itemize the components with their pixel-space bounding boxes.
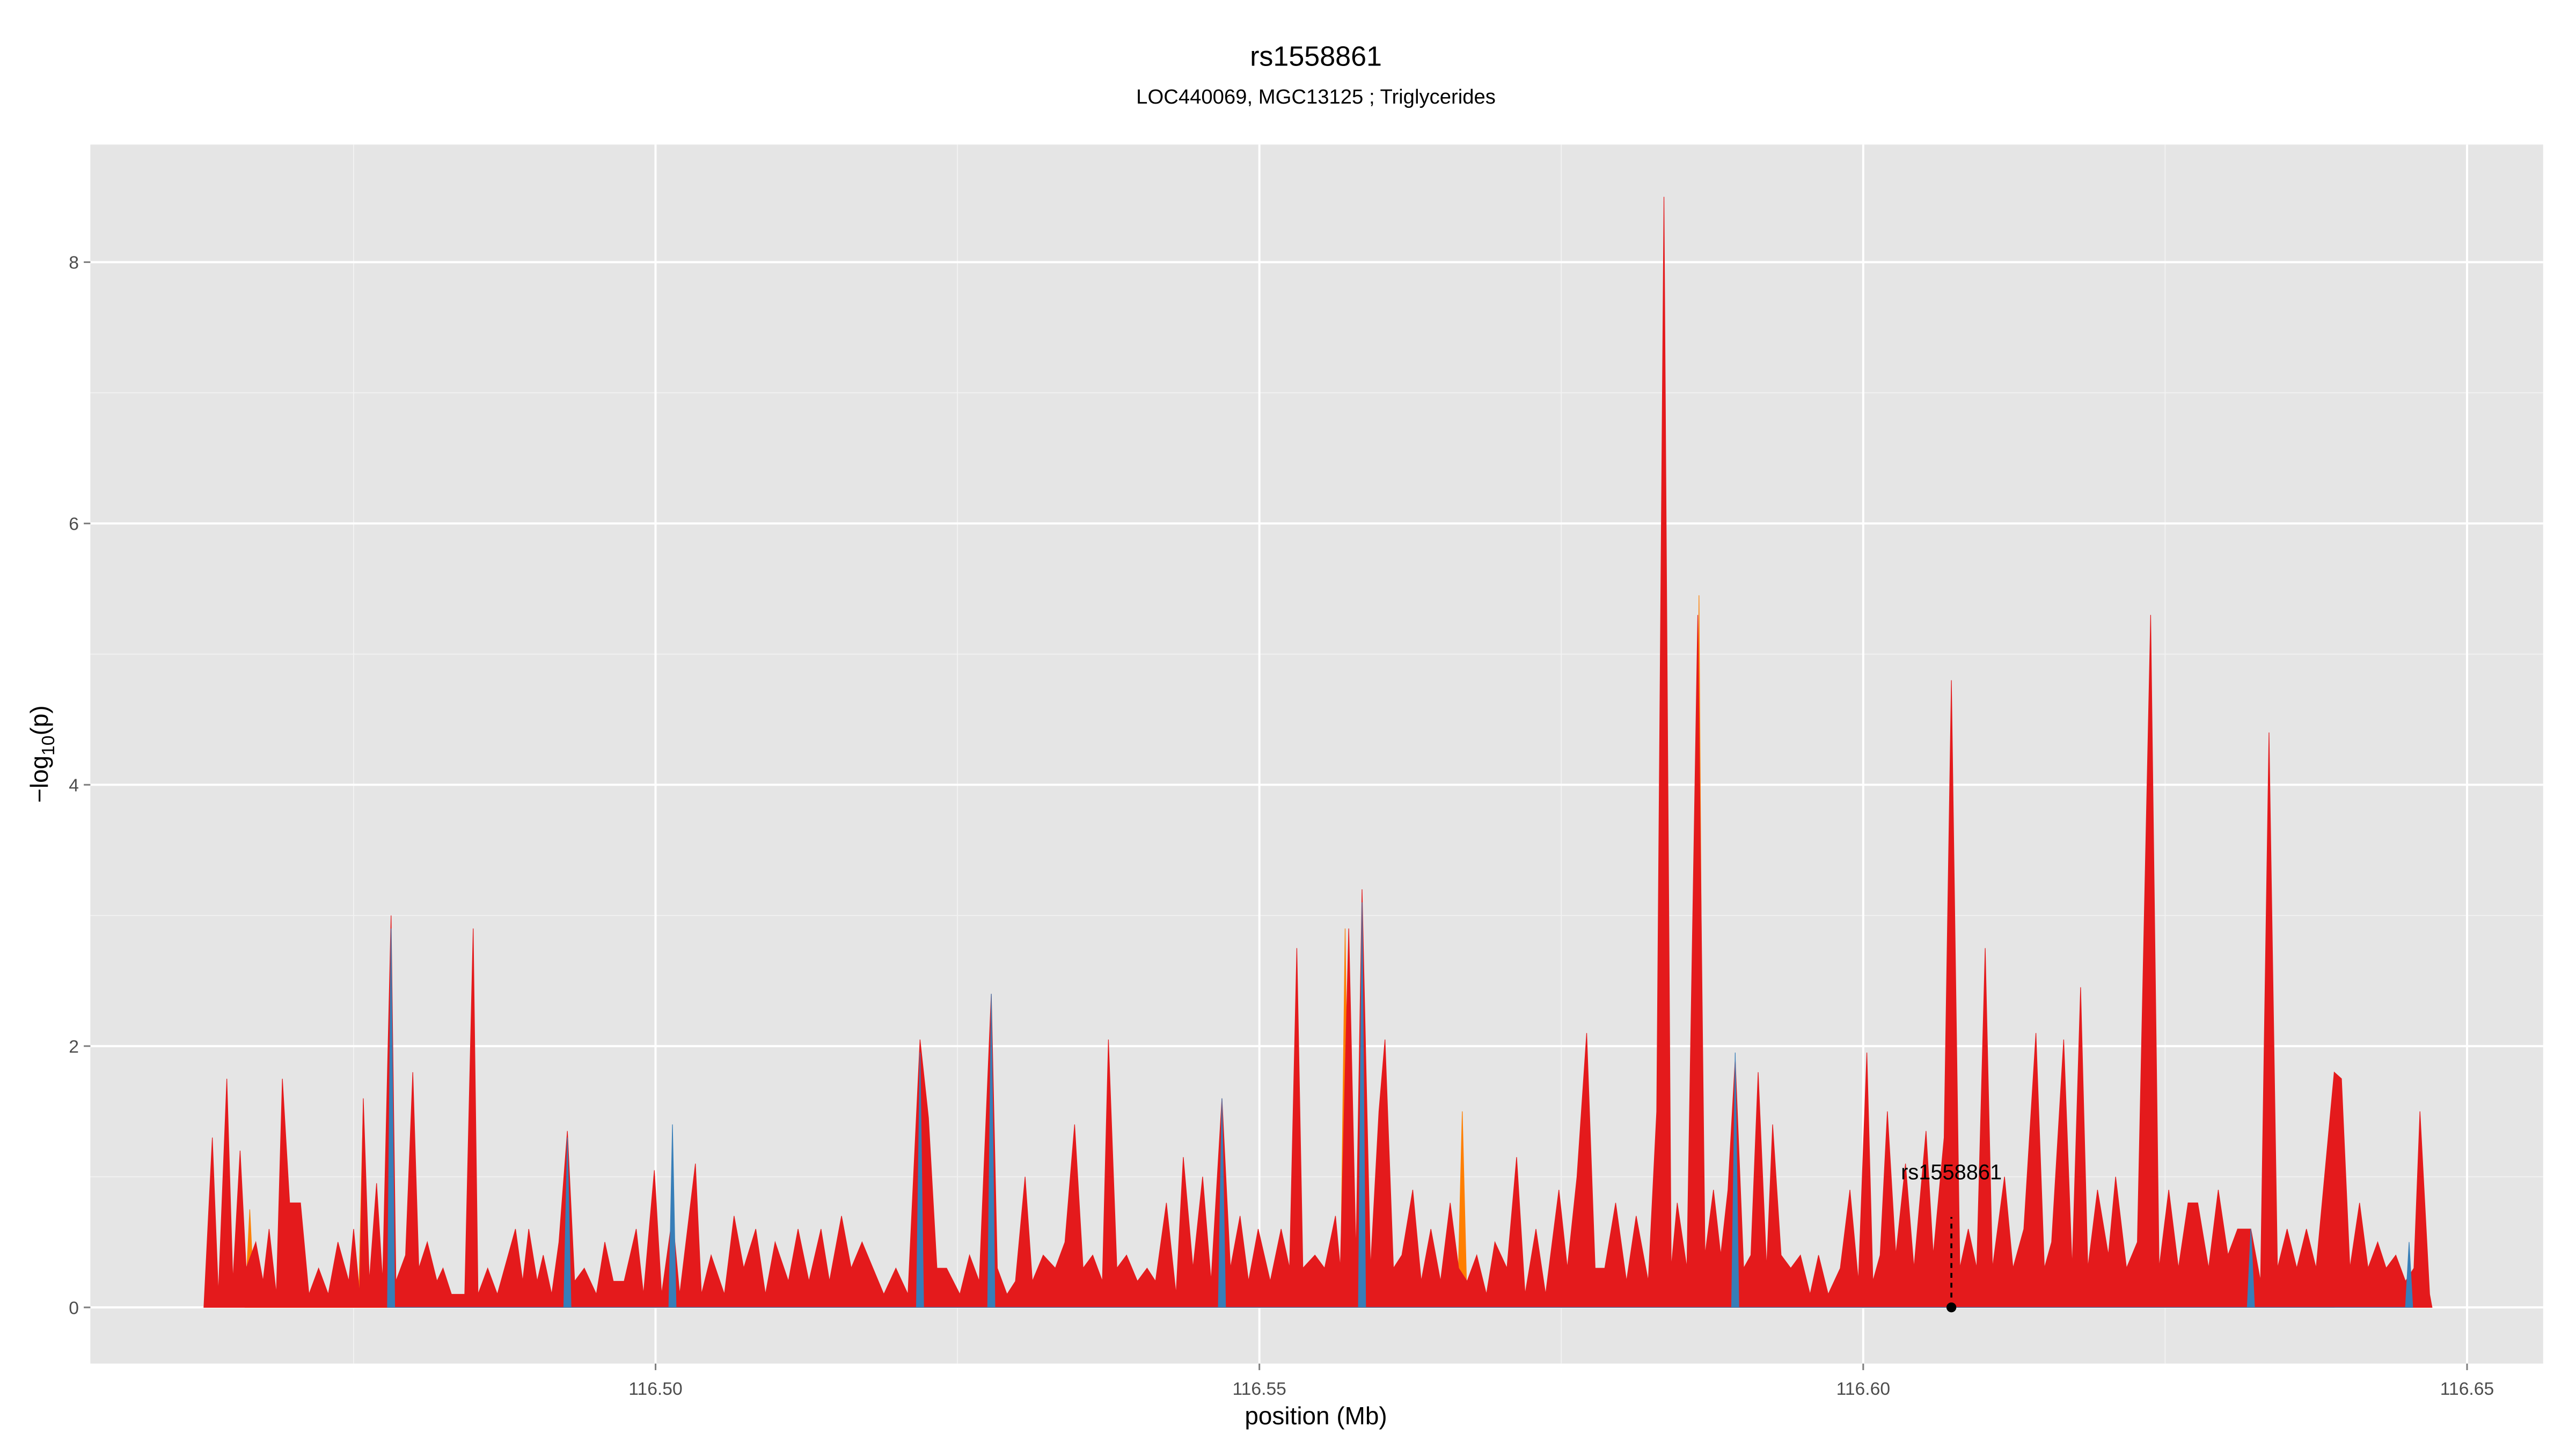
x-axis-label: position (Mb) xyxy=(1245,1402,1387,1430)
plot-background xyxy=(90,144,2543,1364)
annotation-label: rs1558861 xyxy=(1901,1160,2002,1184)
y-tick-label: 0 xyxy=(69,1298,79,1318)
area xyxy=(203,196,2433,1308)
y-axis-label: −log10(p) xyxy=(25,705,58,803)
y-tick-label: 4 xyxy=(69,776,79,796)
annotation-point xyxy=(1946,1302,1957,1313)
y-tick-label: 6 xyxy=(69,515,79,535)
y-tick-label: 8 xyxy=(69,253,79,273)
y-axis-label-part: −log xyxy=(25,756,53,803)
y-tick-label: 2 xyxy=(69,1037,79,1057)
x-tick-label: 116.60 xyxy=(1836,1379,1890,1399)
x-tick-label: 116.65 xyxy=(2440,1379,2494,1399)
chart-subtitle: LOC440069, MGC13125 ; Triglycerides xyxy=(1136,85,1496,108)
x-tick-label: 116.55 xyxy=(1232,1379,1286,1399)
x-tick-label: 116.50 xyxy=(628,1379,682,1399)
y-axis-label-part: (p) xyxy=(25,705,53,735)
chart-title: rs1558861 xyxy=(1250,41,1382,72)
area xyxy=(387,902,2413,1308)
plot-area: rs1558861 xyxy=(90,144,2543,1364)
y-axis-label-sub: 10 xyxy=(39,735,58,755)
